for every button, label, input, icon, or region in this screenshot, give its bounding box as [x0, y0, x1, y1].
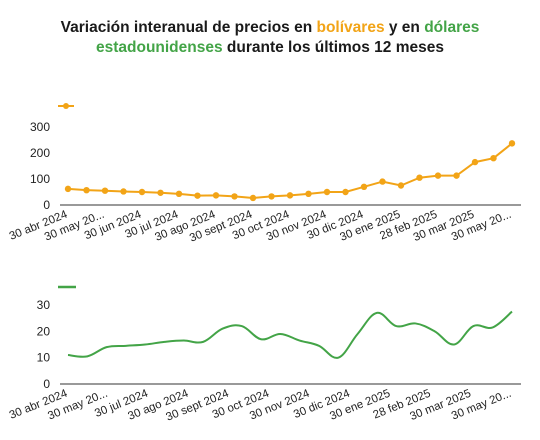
- data-point: [379, 178, 386, 185]
- data-point: [471, 158, 479, 166]
- data-point: [64, 185, 72, 193]
- data-point: [416, 174, 423, 181]
- title-bolivares: bolívares: [316, 19, 385, 36]
- data-point: [453, 172, 460, 179]
- data-point: [231, 193, 238, 200]
- data-point: [342, 188, 349, 196]
- title-part-2: y en: [384, 19, 425, 36]
- data-point: [286, 192, 294, 199]
- data-point: [397, 182, 405, 189]
- y-tick-label: 100: [30, 172, 50, 186]
- chart-title: Variación interanual de precios en bolív…: [0, 18, 540, 58]
- data-point: [175, 190, 183, 198]
- y-tick-label: 200: [30, 146, 50, 160]
- y-tick-label: 20: [37, 324, 51, 338]
- data-point: [157, 189, 164, 196]
- y-tick-label: 10: [37, 351, 51, 365]
- data-point: [212, 192, 220, 199]
- series-line: [67, 310, 513, 359]
- title-dolares: dólares: [424, 19, 480, 36]
- y-tick-label: 30: [37, 298, 51, 312]
- data-point: [490, 155, 497, 162]
- title-line-1: Variación interanual de precios en bolív…: [0, 18, 540, 38]
- data-point: [249, 194, 257, 202]
- data-point: [138, 188, 146, 196]
- data-point: [508, 140, 516, 147]
- title-line-2: estadounidenses durante los últimos 12 m…: [0, 38, 540, 58]
- data-point: [434, 172, 442, 179]
- y-tick-label: 0: [43, 198, 50, 212]
- y-tick-label: 300: [30, 120, 50, 134]
- data-point: [194, 192, 201, 199]
- data-point: [268, 193, 275, 200]
- title-part-1: Variación interanual de precios en: [60, 19, 317, 36]
- series-line: [67, 142, 513, 199]
- data-point: [83, 186, 90, 194]
- data-point: [101, 187, 109, 194]
- data-point: [120, 188, 127, 195]
- data-point: [323, 188, 331, 196]
- y-tick-label: 0: [43, 377, 50, 391]
- legend-marker: [63, 103, 69, 109]
- title-part-3: durante los últimos 12 meses: [222, 39, 444, 56]
- data-point: [360, 183, 368, 190]
- title-estadounidenses: estadounidenses: [95, 39, 223, 56]
- data-point: [305, 190, 312, 198]
